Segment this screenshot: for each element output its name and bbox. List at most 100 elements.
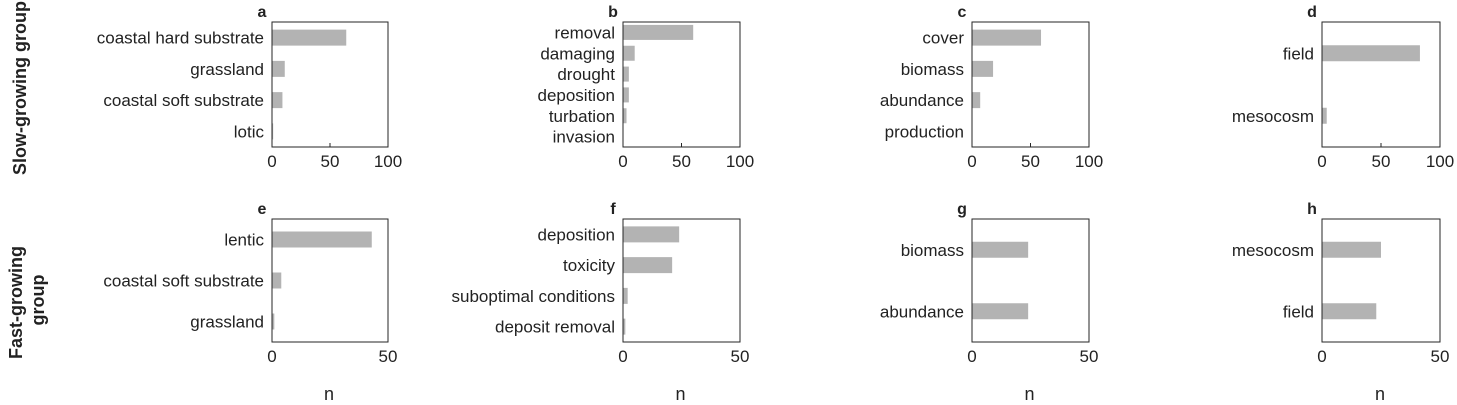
category-label-c-1: biomass bbox=[901, 60, 964, 79]
row-label-slow: Slow-growing group bbox=[10, 1, 30, 175]
tick-label-a-2: 100 bbox=[374, 152, 402, 171]
x-axis-label-g: n bbox=[1024, 384, 1034, 404]
x-axis-label-e: n bbox=[324, 384, 334, 404]
category-label-d-1: mesocosm bbox=[1232, 107, 1314, 126]
category-label-b-2: drought bbox=[557, 65, 615, 84]
tick-label-b-1: 50 bbox=[672, 152, 691, 171]
tick-label-f-0: 0 bbox=[618, 347, 627, 366]
tick-label-d-0: 0 bbox=[1317, 152, 1326, 171]
x-axis-label-h: n bbox=[1375, 384, 1385, 404]
bar-b-4 bbox=[623, 108, 627, 124]
bar-b-0 bbox=[623, 24, 694, 40]
category-label-g-1: abundance bbox=[880, 302, 964, 321]
bar-e-0 bbox=[272, 231, 372, 248]
panel-g: biomass abundance 0 50 g n bbox=[880, 201, 1099, 404]
row-label-fast-line-1: Fast-growing bbox=[6, 246, 26, 359]
tick-label-h-0: 0 bbox=[1317, 347, 1326, 366]
tick-label-b-2: 100 bbox=[726, 152, 754, 171]
axes-frame-g bbox=[971, 218, 1090, 343]
category-label-h-1: field bbox=[1283, 302, 1314, 321]
bar-d-1 bbox=[1322, 107, 1327, 124]
axes-frame-e bbox=[271, 218, 389, 343]
bar-f-1 bbox=[623, 257, 673, 274]
category-label-b-4: turbation bbox=[549, 107, 615, 126]
axes-frame-h bbox=[1321, 218, 1441, 343]
bar-b-1 bbox=[623, 45, 635, 61]
panel-letter-b: b bbox=[608, 4, 618, 21]
panel-a: coastal hard substrate grassland coastal s… bbox=[97, 4, 402, 171]
axes-frame-d bbox=[1321, 21, 1441, 148]
panel-letter-d: d bbox=[1307, 4, 1317, 21]
tick-label-d-1: 50 bbox=[1372, 152, 1391, 171]
tick-label-b-0: 0 bbox=[618, 152, 627, 171]
bar-a-3 bbox=[272, 123, 274, 140]
category-label-a-3: lotic bbox=[234, 122, 265, 141]
panel-d: field mesocosm 0 50 100 d bbox=[1232, 4, 1454, 171]
tick-label-f-1: 50 bbox=[731, 347, 750, 366]
category-label-f-1: toxicity bbox=[563, 256, 615, 275]
category-label-b-1: damaging bbox=[540, 44, 615, 63]
bar-e-1 bbox=[272, 272, 282, 289]
tick-label-a-1: 50 bbox=[321, 152, 340, 171]
bar-f-3 bbox=[623, 318, 626, 335]
category-label-b-5: invasion bbox=[553, 128, 615, 147]
panel-h: mesocosm field 0 50 h n bbox=[1232, 201, 1450, 404]
bar-d-0 bbox=[1322, 45, 1420, 62]
panel-letter-e: e bbox=[258, 201, 267, 218]
bar-c-2 bbox=[972, 92, 981, 109]
bar-e-2 bbox=[272, 313, 275, 330]
bar-g-0 bbox=[972, 241, 1029, 258]
row-label-fast: Fast-growing group bbox=[6, 241, 48, 359]
panel-letter-a: a bbox=[258, 4, 267, 21]
panel-letter-c: c bbox=[958, 4, 967, 21]
row-label-fast-line-2: group bbox=[28, 275, 48, 326]
bar-a-1 bbox=[272, 60, 285, 77]
category-label-e-0: lentic bbox=[224, 231, 264, 250]
bar-b-3 bbox=[623, 87, 629, 103]
category-label-a-2: coastal soft substrate bbox=[103, 91, 264, 110]
bar-b-2 bbox=[623, 66, 629, 82]
category-label-d-0: field bbox=[1283, 44, 1314, 63]
bar-h-1 bbox=[1322, 303, 1377, 320]
tick-label-d-2: 100 bbox=[1426, 152, 1454, 171]
panel-letter-h: h bbox=[1307, 201, 1317, 218]
tick-label-c-2: 100 bbox=[1075, 152, 1103, 171]
category-label-f-0: deposition bbox=[537, 225, 615, 244]
category-label-b-3: deposition bbox=[537, 86, 615, 105]
category-label-f-2: suboptimal conditions bbox=[452, 287, 615, 306]
category-label-b-0: removal bbox=[555, 23, 615, 42]
category-label-e-1: coastal soft substrate bbox=[103, 272, 264, 291]
panel-letter-g: g bbox=[957, 201, 967, 218]
tick-label-e-1: 50 bbox=[379, 347, 398, 366]
panel-f: deposition toxicity suboptimal conditions d… bbox=[452, 201, 750, 404]
category-label-h-0: mesocosm bbox=[1232, 241, 1314, 260]
axes-frame-f bbox=[622, 218, 741, 343]
bar-c-0 bbox=[972, 29, 1042, 46]
bar-a-2 bbox=[272, 92, 283, 109]
category-label-g-0: biomass bbox=[901, 241, 964, 260]
tick-label-a-0: 0 bbox=[267, 152, 276, 171]
panels: coastal hard substrate grassland coastal s… bbox=[97, 4, 1454, 404]
category-label-c-3: production bbox=[885, 122, 964, 141]
bar-g-1 bbox=[972, 303, 1029, 320]
tick-label-h-1: 50 bbox=[1431, 347, 1450, 366]
tick-label-c-1: 50 bbox=[1021, 152, 1040, 171]
bar-f-0 bbox=[623, 226, 680, 243]
x-axis-label-f: n bbox=[675, 384, 685, 404]
tick-label-g-0: 0 bbox=[967, 347, 976, 366]
axes-frame-b bbox=[622, 21, 741, 148]
category-label-c-2: abundance bbox=[880, 91, 964, 110]
tick-label-e-0: 0 bbox=[267, 347, 276, 366]
tick-label-c-0: 0 bbox=[967, 152, 976, 171]
bar-h-0 bbox=[1322, 241, 1381, 258]
bar-c-1 bbox=[972, 60, 994, 77]
bar-f-2 bbox=[623, 287, 628, 304]
bar-a-0 bbox=[272, 29, 347, 46]
category-label-c-0: cover bbox=[922, 29, 964, 48]
category-label-a-0: coastal hard substrate bbox=[97, 29, 264, 48]
category-label-e-2: grassland bbox=[190, 313, 264, 332]
category-label-a-1: grassland bbox=[190, 60, 264, 79]
